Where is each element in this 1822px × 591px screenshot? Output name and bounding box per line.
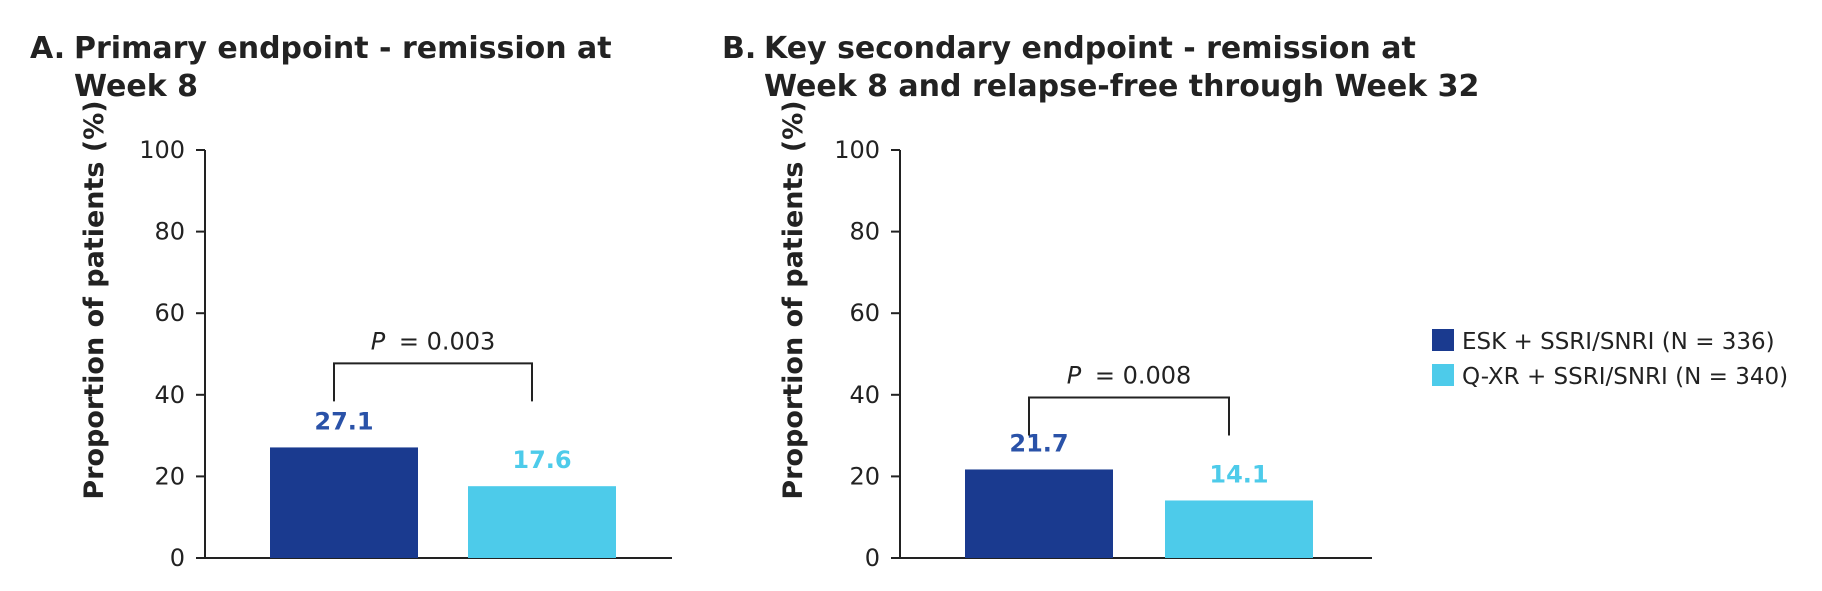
panel-a-y-tick-label: 20 (154, 462, 185, 490)
panel-b-value-label-esk: 21.7 (1009, 429, 1068, 457)
panel-a-p-text: = 0.003 (399, 327, 495, 355)
panel-b-y-tick-label: 0 (865, 544, 880, 572)
panel-a-y-tick-label: 100 (139, 136, 185, 164)
panel-a-y-tick-label: 60 (154, 299, 185, 327)
panel-a-p-symbol: P (371, 327, 386, 355)
panel-a-title-line-1: Primary endpoint - remission at (74, 31, 612, 66)
panel-a-value-labels: 27.1 17.6 (314, 407, 571, 474)
panel-b-bars (965, 469, 1313, 558)
panel-b-value-label-qxr: 14.1 (1209, 460, 1268, 488)
panel-b-y-axis-label: Proportion of patients (%) (778, 100, 809, 499)
panel-a-significance-bracket (333, 362, 533, 402)
panel-a-value-label-qxr: 17.6 (512, 446, 571, 474)
panel-a-p-value: P = 0.003 (371, 327, 496, 355)
panel-a-value-label-esk: 27.1 (314, 407, 373, 435)
legend-label-qxr: Q-XR + SSRI/SNRI (N = 340) (1462, 364, 1788, 390)
panel-b-p-text: = 0.008 (1095, 361, 1191, 389)
panel-b: B. Key secondary endpoint - remission at… (722, 31, 1479, 572)
panel-b-value-labels: 21.7 14.1 (1009, 429, 1268, 488)
panel-b-p-value: P = 0.008 (1067, 361, 1192, 389)
panel-b-title-line-1: Key secondary endpoint - remission at (764, 31, 1416, 66)
panel-b-y-ticks: 0 20 40 60 80 100 (834, 136, 900, 572)
legend-label-esk: ESK + SSRI/SNRI (N = 336) (1462, 329, 1775, 355)
panel-b-y-tick-label: 80 (849, 218, 880, 246)
panel-b-bar-qxr (1165, 500, 1313, 558)
panel-a-y-tick-label: 80 (154, 218, 185, 246)
legend: ESK + SSRI/SNRI (N = 336) Q-XR + SSRI/SN… (1432, 329, 1788, 390)
panel-a: A. Primary endpoint - remission at Week … (30, 31, 672, 572)
panel-a-title-line-2: Week 8 (74, 69, 198, 104)
panel-a-bar-esk (270, 447, 418, 558)
panel-b-y-tick-label: 20 (849, 462, 880, 490)
panel-b-significance-bracket (1028, 396, 1230, 436)
panel-b-title-prefix: B. (722, 31, 756, 66)
legend-swatch-esk (1432, 329, 1454, 351)
panel-b-title-line-2: Week 8 and relapse-free through Week 32 (764, 69, 1479, 104)
panel-a-bars (270, 447, 616, 558)
panel-b-y-tick-label: 100 (834, 136, 880, 164)
panel-a-y-ticks: 0 20 40 60 80 100 (139, 136, 205, 572)
panel-a-title-prefix: A. (30, 31, 65, 66)
panel-a-bar-qxr (468, 486, 616, 558)
panel-a-y-tick-label: 40 (154, 381, 185, 409)
panel-b-y-tick-label: 40 (849, 381, 880, 409)
legend-swatch-qxr (1432, 364, 1454, 386)
panel-a-y-tick-label: 0 (170, 544, 185, 572)
panel-a-y-axis-label: Proportion of patients (%) (79, 100, 110, 499)
panel-b-p-symbol: P (1067, 361, 1082, 389)
panel-b-bar-esk (965, 469, 1113, 558)
panel-b-y-tick-label: 60 (849, 299, 880, 327)
